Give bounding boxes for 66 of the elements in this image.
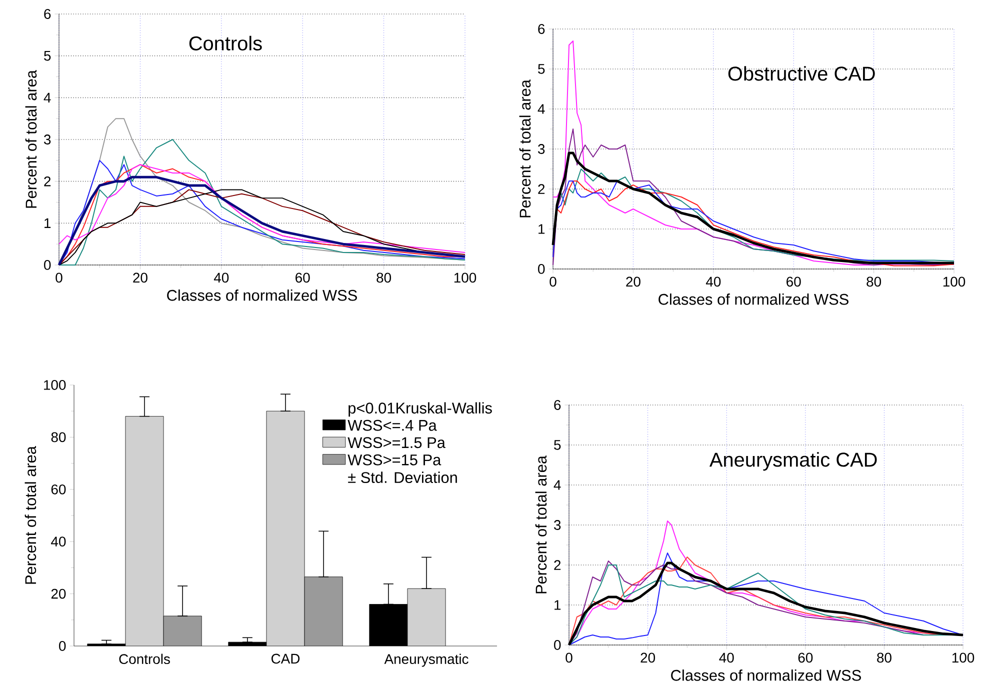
y-tick-label: 3 (554, 520, 561, 530)
legend-label: WSS>=15 Pa (348, 454, 442, 466)
x-tick-label: 80 (866, 276, 882, 287)
y-tick-label: 60 (51, 484, 66, 494)
y-axis-title: Percent of total area (519, 79, 531, 218)
text: Obstructive CAD (728, 66, 875, 81)
bar (125, 416, 164, 646)
y-tick-label: 2 (44, 176, 51, 186)
x-tick-label: 0 (566, 652, 572, 663)
y-tick-label: 0 (44, 260, 51, 270)
x-tick-label: 80 (376, 272, 392, 283)
y-tick-label: 1 (554, 600, 561, 610)
y-tick-label: 6 (538, 24, 545, 34)
y-tick-label: 1 (44, 218, 51, 228)
legend-label: WSS>=1.5 Pa (348, 437, 446, 448)
y-tick-label: 6 (554, 400, 561, 410)
y-tick-label: 100 (44, 380, 66, 390)
x-tick-label: 20 (640, 652, 656, 663)
x-axis-title: Classes of normalized WSS (671, 669, 861, 681)
x-tick-label: 40 (214, 272, 229, 283)
y-tick-label: 80 (51, 432, 66, 442)
x-tick-label: Controls (119, 654, 170, 664)
x-tick-label: 60 (786, 276, 801, 287)
x-tick-label: 40 (719, 652, 734, 663)
text: Controls (189, 36, 262, 50)
y-tick-label: 1 (538, 224, 545, 234)
x-tick-label: 80 (877, 652, 892, 663)
y-tick-label: 5 (44, 50, 51, 61)
y-tick-label: 5 (538, 64, 545, 74)
bar (266, 411, 305, 646)
text: Aneurysmatic CAD (709, 452, 877, 471)
y-tick-label: 2 (554, 560, 561, 570)
y-tick-label: 0 (538, 264, 545, 274)
x-tick-label: CAD (271, 654, 300, 664)
y-tick-label: 5 (554, 440, 561, 450)
y-tick-label: 6 (44, 9, 51, 19)
x-axis-title: Classes of normalized WSS (658, 293, 848, 305)
legend-label: WSS<=.4 Pa (348, 420, 437, 431)
x-tick-label: 20 (133, 272, 148, 283)
x-tick-label: 60 (798, 652, 813, 663)
bar (407, 588, 446, 646)
y-tick-label: 4 (554, 480, 561, 490)
x-tick-label: 100 (454, 272, 476, 283)
y-tick-label: 0 (554, 640, 561, 650)
x-tick-label: 40 (706, 276, 721, 287)
legend-title: p<0.01Kruskal-Wallis (348, 402, 492, 417)
y-axis-title: Percent of total area (535, 456, 547, 594)
y-axis-title: Percent of total area (25, 70, 37, 208)
y-axis-title: Percent of total area (24, 446, 36, 584)
x-tick-label: 60 (296, 272, 310, 283)
y-tick-label: 3 (538, 144, 545, 154)
y-tick-label: 4 (538, 104, 545, 114)
y-tick-label: 3 (44, 134, 51, 144)
x-tick-label: 100 (952, 652, 974, 663)
bar (304, 576, 343, 646)
y-tick-label: 20 (51, 588, 66, 599)
y-tick-label: 0 (59, 641, 66, 651)
y-tick-label: 2 (538, 184, 545, 194)
x-axis-title: Classes of normalized WSS (167, 289, 357, 301)
x-tick-label: 20 (626, 276, 640, 287)
x-tick-label: 100 (943, 276, 966, 287)
bar (164, 616, 202, 646)
y-tick-label: 40 (51, 536, 66, 547)
annotation: ± Std. Deviation (348, 472, 457, 484)
y-tick-label: 4 (44, 92, 51, 102)
x-tick-label: Aneurysmatic (384, 654, 468, 667)
